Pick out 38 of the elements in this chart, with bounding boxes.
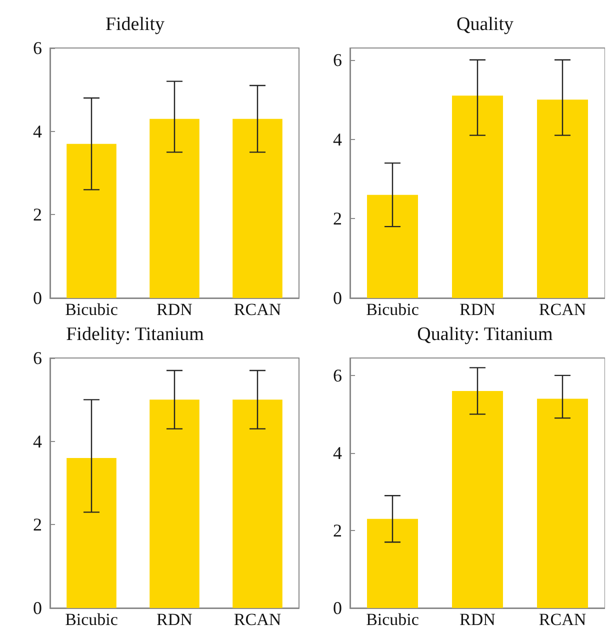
chart-title: Quality: Titanium <box>417 324 554 345</box>
bar <box>537 100 588 298</box>
chart-title: Fidelity: Titanium <box>66 324 204 345</box>
x-tick-label: RDN <box>460 300 496 319</box>
y-tick-label: 6 <box>33 348 42 368</box>
x-tick-label: RDN <box>460 610 496 629</box>
x-tick-label: RDN <box>156 610 192 629</box>
bar <box>367 518 418 608</box>
bar <box>367 194 418 298</box>
y-tick-label: 2 <box>333 520 342 540</box>
bar <box>452 390 503 608</box>
y-tick-label: 0 <box>33 288 42 308</box>
y-tick-label: 0 <box>333 598 342 618</box>
y-tick-label: 6 <box>333 50 342 70</box>
x-tick-label: RCAN <box>538 300 586 319</box>
chart-title: Fidelity <box>105 14 166 35</box>
y-tick-label: 4 <box>333 129 342 150</box>
y-tick-label: 4 <box>33 431 42 452</box>
y-tick-label: 4 <box>333 442 342 463</box>
y-tick-label: 2 <box>33 514 42 535</box>
x-tick-label: Bicubic <box>366 610 420 629</box>
x-tick-label: Bicubic <box>366 300 420 319</box>
x-tick-label: RCAN <box>234 300 282 319</box>
y-tick-label: 0 <box>333 288 342 308</box>
y-tick-label: 6 <box>33 38 42 58</box>
x-tick-label: RCAN <box>538 610 586 629</box>
x-tick-label: Bicubic <box>65 610 118 629</box>
x-tick-label: Bicubic <box>65 300 118 319</box>
y-tick-label: 2 <box>33 204 42 225</box>
bar <box>452 96 503 298</box>
x-tick-label: RCAN <box>234 610 282 629</box>
y-tick-label: 6 <box>333 365 342 386</box>
bar <box>537 398 588 608</box>
chart-title: Quality <box>456 14 514 35</box>
x-tick-label: RDN <box>156 300 192 319</box>
y-tick-label: 0 <box>33 598 42 618</box>
y-tick-label: 2 <box>333 208 342 229</box>
y-tick-label: 4 <box>33 121 42 142</box>
